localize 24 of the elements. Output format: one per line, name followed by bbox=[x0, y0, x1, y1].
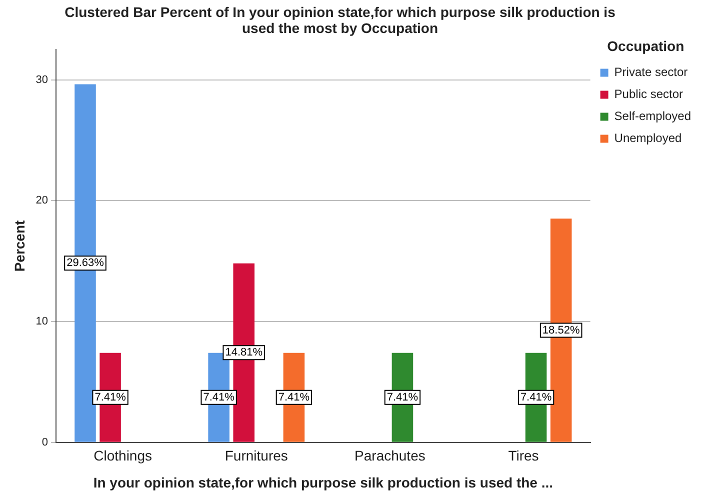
y-tick-label: 10 bbox=[36, 316, 48, 328]
x-tick-label: Parachutes bbox=[354, 448, 426, 464]
data-label: 7.41% bbox=[278, 391, 310, 404]
legend-label: Self-employed bbox=[614, 109, 692, 124]
x-tick-label: Furnitures bbox=[224, 448, 288, 464]
data-label: 7.41% bbox=[94, 391, 126, 404]
legend-label: Unemployed bbox=[614, 131, 682, 146]
data-label: 7.41% bbox=[520, 391, 552, 404]
x-tick-label: Clothings bbox=[94, 448, 152, 464]
x-axis-title: In your opinion state,for which purpose silk production is used the ... bbox=[93, 474, 554, 490]
legend-label: Private sector bbox=[614, 65, 688, 80]
y-tick-label: 0 bbox=[42, 436, 48, 448]
y-axis-title: Percent bbox=[11, 220, 28, 272]
x-tick-label: Tires bbox=[508, 448, 539, 464]
y-tick-label: 30 bbox=[36, 74, 48, 86]
data-label: 29.63% bbox=[66, 257, 104, 270]
chart-title: Clustered Bar Percent of In your opinion state,for which purpose silk production is used the most by Occupation bbox=[64, 4, 616, 36]
data-label: 7.41% bbox=[203, 391, 235, 404]
data-label: 14.81% bbox=[225, 346, 263, 359]
data-label: 18.52% bbox=[542, 324, 580, 336]
y-tick-label: 20 bbox=[36, 194, 48, 207]
data-label: 7.41% bbox=[386, 391, 418, 404]
legend-label: Public sector bbox=[614, 87, 683, 102]
legend-title: Occupation bbox=[607, 38, 684, 54]
